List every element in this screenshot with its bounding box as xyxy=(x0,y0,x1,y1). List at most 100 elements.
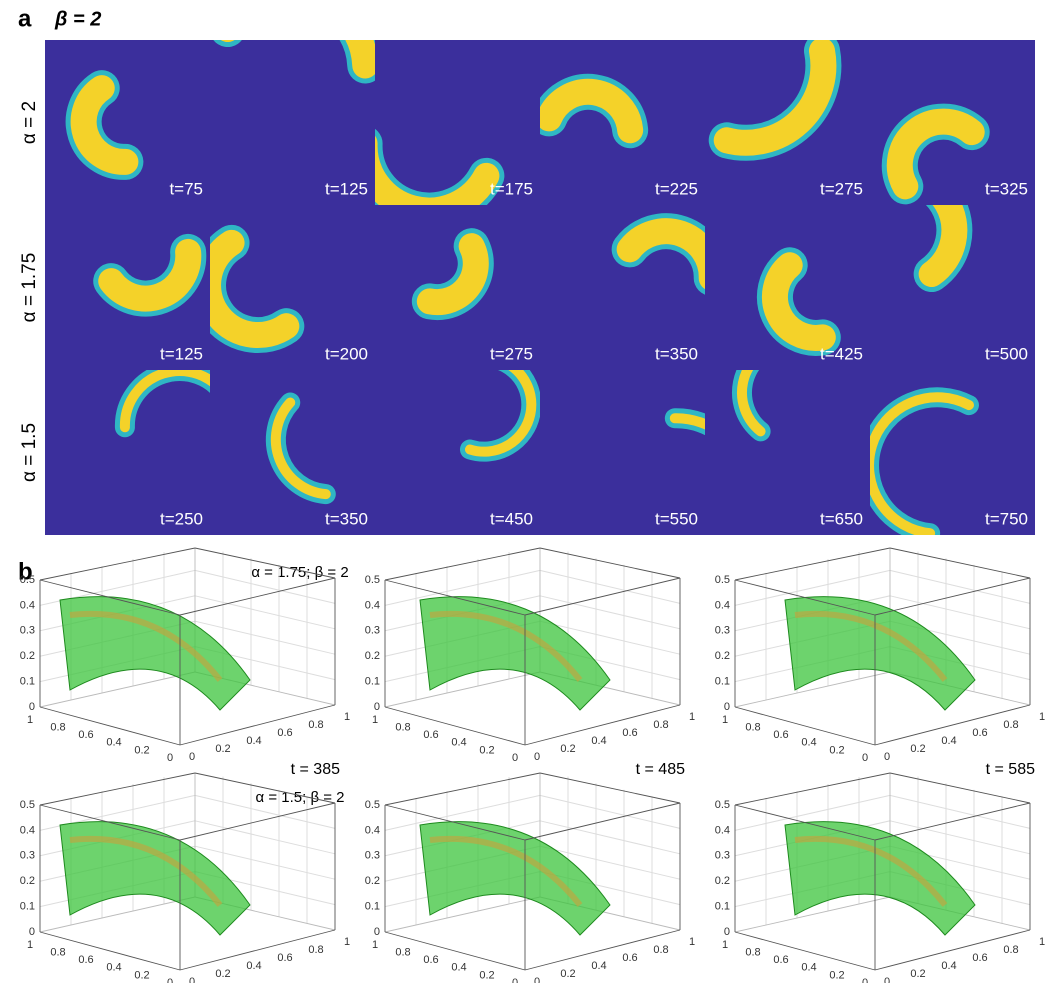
z-tick-label: 0.2 xyxy=(20,650,35,662)
x-tick-label: 0.4 xyxy=(941,735,956,747)
z-tick-label: 0.4 xyxy=(365,824,380,836)
time-label: t = 385 xyxy=(291,761,340,778)
x-tick-label: 0 xyxy=(534,751,540,763)
row-label: α = 2 xyxy=(19,101,40,144)
box-edge xyxy=(180,803,335,840)
heatmap-tile xyxy=(870,177,1035,370)
box-edge xyxy=(890,548,1030,578)
grid-line xyxy=(540,795,680,828)
grid-line xyxy=(195,596,335,629)
grid-line xyxy=(890,795,1030,828)
time-label: t=325 xyxy=(985,179,1028,198)
x-tick-label: 0.2 xyxy=(910,968,925,980)
page: { "panel_a": { "label": "a", "beta_label… xyxy=(0,0,1046,983)
y-tick-label: 0.6 xyxy=(773,729,788,741)
z-tick-label: 0.5 xyxy=(365,574,380,586)
time-label: t=550 xyxy=(655,509,698,528)
grid-line xyxy=(540,821,680,854)
row-title: α = 1.5; β = 2 xyxy=(255,789,344,806)
time-label: t=250 xyxy=(160,509,203,528)
z-tick-label: 0 xyxy=(29,701,35,713)
y-tick-label: 0.4 xyxy=(106,962,121,974)
grid-line xyxy=(890,570,1030,603)
box-edge xyxy=(40,672,195,707)
z-tick-label: 0.4 xyxy=(20,599,35,611)
x-tick-label: 1 xyxy=(344,711,350,723)
box-edge xyxy=(385,672,540,707)
y-tick-label: 1 xyxy=(722,714,728,726)
time-label: t = 485 xyxy=(636,761,685,778)
time-label: t = 585 xyxy=(986,761,1035,778)
x-tick-label: 0.8 xyxy=(308,719,323,731)
x-tick-label: 0.6 xyxy=(972,952,987,964)
z-tick-label: 0.2 xyxy=(715,875,730,887)
heatmap-tile xyxy=(210,0,375,205)
time-label: t=75 xyxy=(169,179,203,198)
box-edge xyxy=(875,803,1030,840)
time-label: t=175 xyxy=(490,179,533,198)
x-tick-label: 1 xyxy=(1039,711,1045,723)
x-tick-label: 0.2 xyxy=(560,743,575,755)
y-tick-label: 0.2 xyxy=(134,744,149,756)
z-tick-label: 0.1 xyxy=(365,676,380,688)
y-tick-label: 0.8 xyxy=(50,947,65,959)
x-tick-label: 0 xyxy=(884,751,890,763)
box-edge xyxy=(40,897,195,932)
x-tick-label: 0.4 xyxy=(591,735,606,747)
z-tick-label: 0.3 xyxy=(20,850,35,862)
y-tick-label: 0.2 xyxy=(134,969,149,981)
z-tick-label: 0.1 xyxy=(715,676,730,688)
z-tick-label: 0.4 xyxy=(715,824,730,836)
x-tick-label: 0.6 xyxy=(972,727,987,739)
y-tick-label: 0.8 xyxy=(395,722,410,734)
time-label: t=125 xyxy=(325,179,368,198)
time-label: t=425 xyxy=(820,344,863,363)
x-tick-label: 0.2 xyxy=(215,968,230,980)
z-tick-label: 0 xyxy=(724,926,730,938)
z-tick-label: 0.3 xyxy=(20,625,35,637)
z-tick-label: 0.5 xyxy=(715,799,730,811)
y-tick-label: 0.6 xyxy=(773,954,788,966)
row-label: α = 1.5 xyxy=(19,423,40,482)
z-tick-label: 0.5 xyxy=(715,574,730,586)
z-tick-label: 0 xyxy=(724,701,730,713)
x-tick-label: 0.8 xyxy=(653,944,668,956)
y-tick-label: 0 xyxy=(167,977,173,983)
box-edge xyxy=(525,803,680,840)
z-tick-label: 0.3 xyxy=(715,850,730,862)
figure: a β = 2 b α = 2t=75t=125t=175t=225t=275t… xyxy=(0,0,1046,983)
time-label: t=500 xyxy=(985,344,1028,363)
x-tick-label: 0.2 xyxy=(215,743,230,755)
y-tick-label: 0.4 xyxy=(801,962,816,974)
x-tick-label: 0.6 xyxy=(277,727,292,739)
box-edge xyxy=(875,578,1030,615)
y-tick-label: 0.2 xyxy=(479,969,494,981)
y-tick-label: 1 xyxy=(372,714,378,726)
z-tick-label: 0.5 xyxy=(20,799,35,811)
y-tick-label: 0 xyxy=(512,752,518,764)
y-tick-label: 0.8 xyxy=(395,947,410,959)
x-tick-label: 0 xyxy=(884,976,890,983)
y-tick-label: 0.2 xyxy=(829,969,844,981)
z-tick-label: 0.3 xyxy=(365,850,380,862)
time-label: t=450 xyxy=(490,509,533,528)
y-tick-label: 1 xyxy=(27,939,33,951)
z-tick-label: 0.1 xyxy=(20,901,35,913)
y-tick-label: 0.4 xyxy=(106,737,121,749)
box-edge xyxy=(180,578,335,615)
z-tick-label: 0.2 xyxy=(365,650,380,662)
time-label: t=650 xyxy=(820,509,863,528)
z-tick-label: 0.3 xyxy=(365,625,380,637)
time-label: t=350 xyxy=(325,509,368,528)
x-tick-label: 0 xyxy=(189,751,195,763)
z-tick-label: 0.2 xyxy=(20,875,35,887)
z-tick-label: 0 xyxy=(29,926,35,938)
heatmap-tile xyxy=(705,345,870,535)
y-tick-label: 0.8 xyxy=(745,947,760,959)
y-tick-label: 0.6 xyxy=(423,954,438,966)
y-tick-label: 0.6 xyxy=(78,954,93,966)
grid-line xyxy=(540,570,680,603)
row-label: α = 1.75 xyxy=(19,253,40,323)
y-tick-label: 0.2 xyxy=(829,744,844,756)
x-tick-label: 0.4 xyxy=(941,960,956,972)
